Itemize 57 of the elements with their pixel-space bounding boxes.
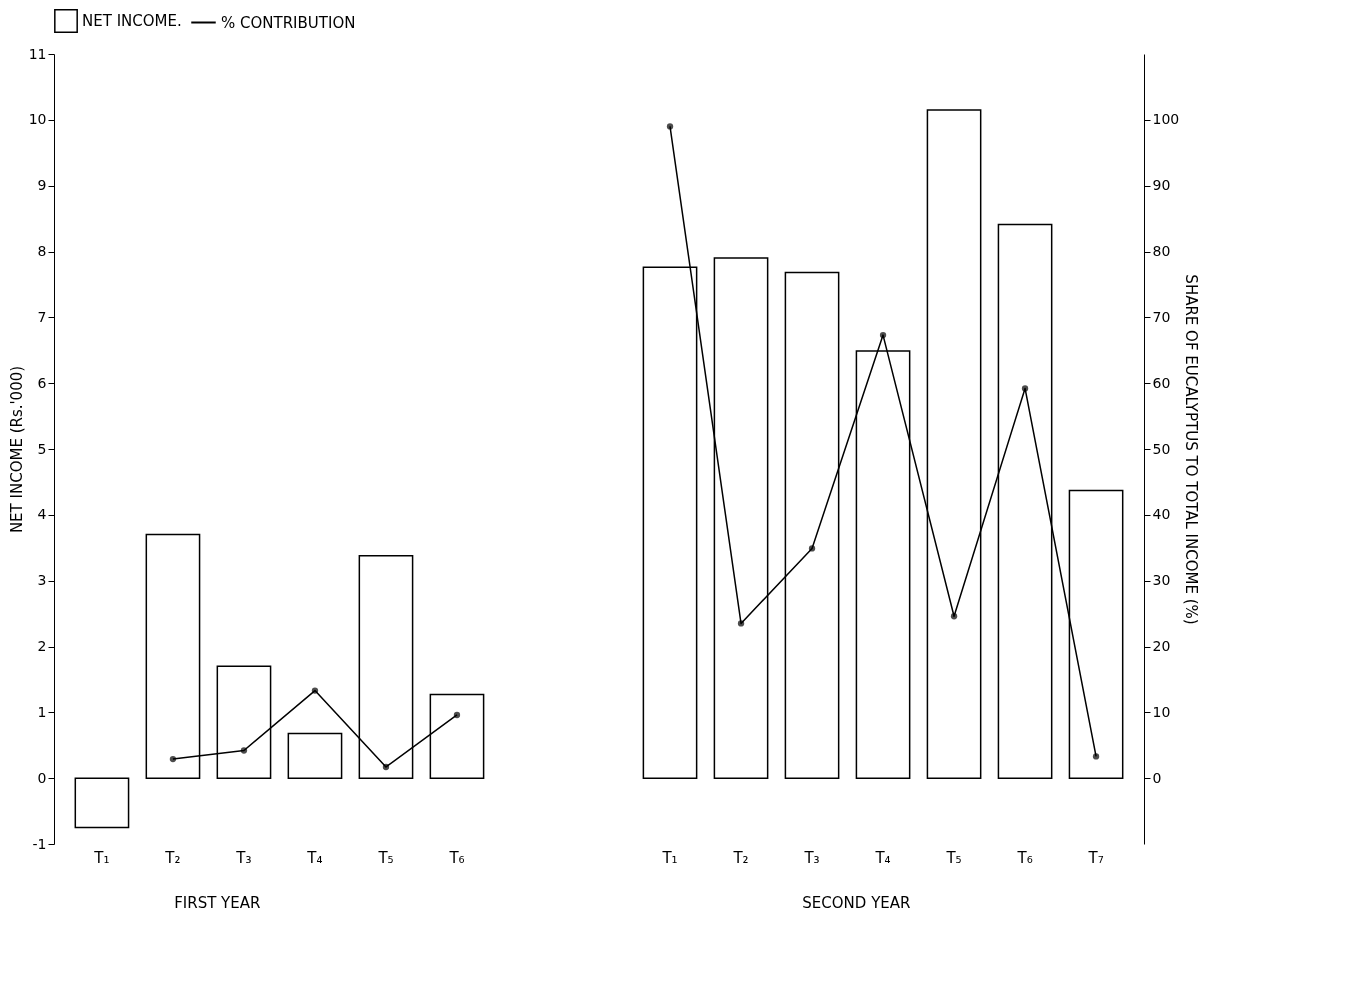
y2-tick-label: 70 — [1152, 308, 1171, 325]
y2-tick-label: 40 — [1152, 506, 1171, 523]
x-tick-label: T₄ — [874, 848, 891, 867]
bar — [287, 732, 343, 779]
point — [879, 331, 887, 339]
y-tick-label: 7 — [37, 308, 47, 325]
y2-tick-label: 30 — [1152, 572, 1171, 589]
y2-tick-label: 60 — [1152, 374, 1171, 391]
x-tick-label: T₇ — [1087, 848, 1104, 867]
y-tick-label: 3 — [37, 572, 47, 589]
x-tick-label: T₄ — [306, 848, 323, 867]
y2-tick-label: 0 — [1152, 769, 1162, 786]
y-tick-label: 11 — [28, 45, 47, 62]
y-tick-label: 6 — [37, 374, 47, 391]
x-tick-label: T₆ — [448, 848, 465, 867]
legend-label: % CONTRIBUTION — [221, 13, 356, 32]
bar — [74, 777, 130, 829]
x-tick-label: T₂ — [164, 848, 181, 867]
point — [453, 711, 461, 719]
y2-tick-label: 50 — [1152, 440, 1171, 457]
legend-label: NET INCOME. — [82, 12, 182, 30]
y-tick-label: 5 — [37, 440, 47, 457]
text: SECOND YEAR — [802, 894, 911, 912]
point — [666, 123, 674, 130]
y-tick-label: 2 — [37, 638, 47, 654]
y2-tick-label: 80 — [1152, 243, 1171, 259]
x-tick-label: T₅ — [945, 848, 962, 867]
y2-tick-label: 10 — [1152, 703, 1171, 720]
x-tick-label: T₃ — [235, 848, 252, 867]
point — [169, 755, 177, 763]
point — [737, 620, 745, 627]
x-tick-label: T₅ — [377, 848, 394, 867]
point — [240, 747, 248, 754]
y-tick-label: -1 — [32, 835, 47, 852]
y-tick-label: 4 — [37, 506, 47, 523]
y-tick-label: 10 — [28, 111, 47, 128]
y-tick-label: 0 — [37, 769, 47, 786]
point — [1021, 385, 1029, 392]
y-tick-label: 1 — [37, 703, 47, 720]
point — [1092, 753, 1100, 760]
point — [382, 763, 390, 771]
point — [311, 687, 319, 694]
x-tick-label: T₆ — [1016, 848, 1033, 867]
point — [808, 545, 816, 552]
text: FIRST YEAR — [174, 894, 261, 912]
point — [950, 613, 958, 620]
y2-tick-label: 90 — [1152, 177, 1171, 194]
x-tick-label: T₁ — [93, 848, 110, 867]
y2-tick-label: 100 — [1152, 111, 1180, 128]
y2-tick-label: 20 — [1152, 638, 1171, 654]
y-tick-label: 8 — [37, 243, 47, 259]
x-tick-label: T₁ — [661, 848, 678, 867]
x-tick-label: T₂ — [732, 848, 749, 867]
y-axis-title: NET INCOME (Rs.'000) — [7, 365, 26, 534]
y-tick-label: 9 — [37, 177, 47, 194]
y2-axis-title: SHARE OF EUCALYPTUS TO TOTAL INCOME (%) — [1182, 274, 1201, 625]
x-tick-label: T₃ — [803, 848, 820, 867]
